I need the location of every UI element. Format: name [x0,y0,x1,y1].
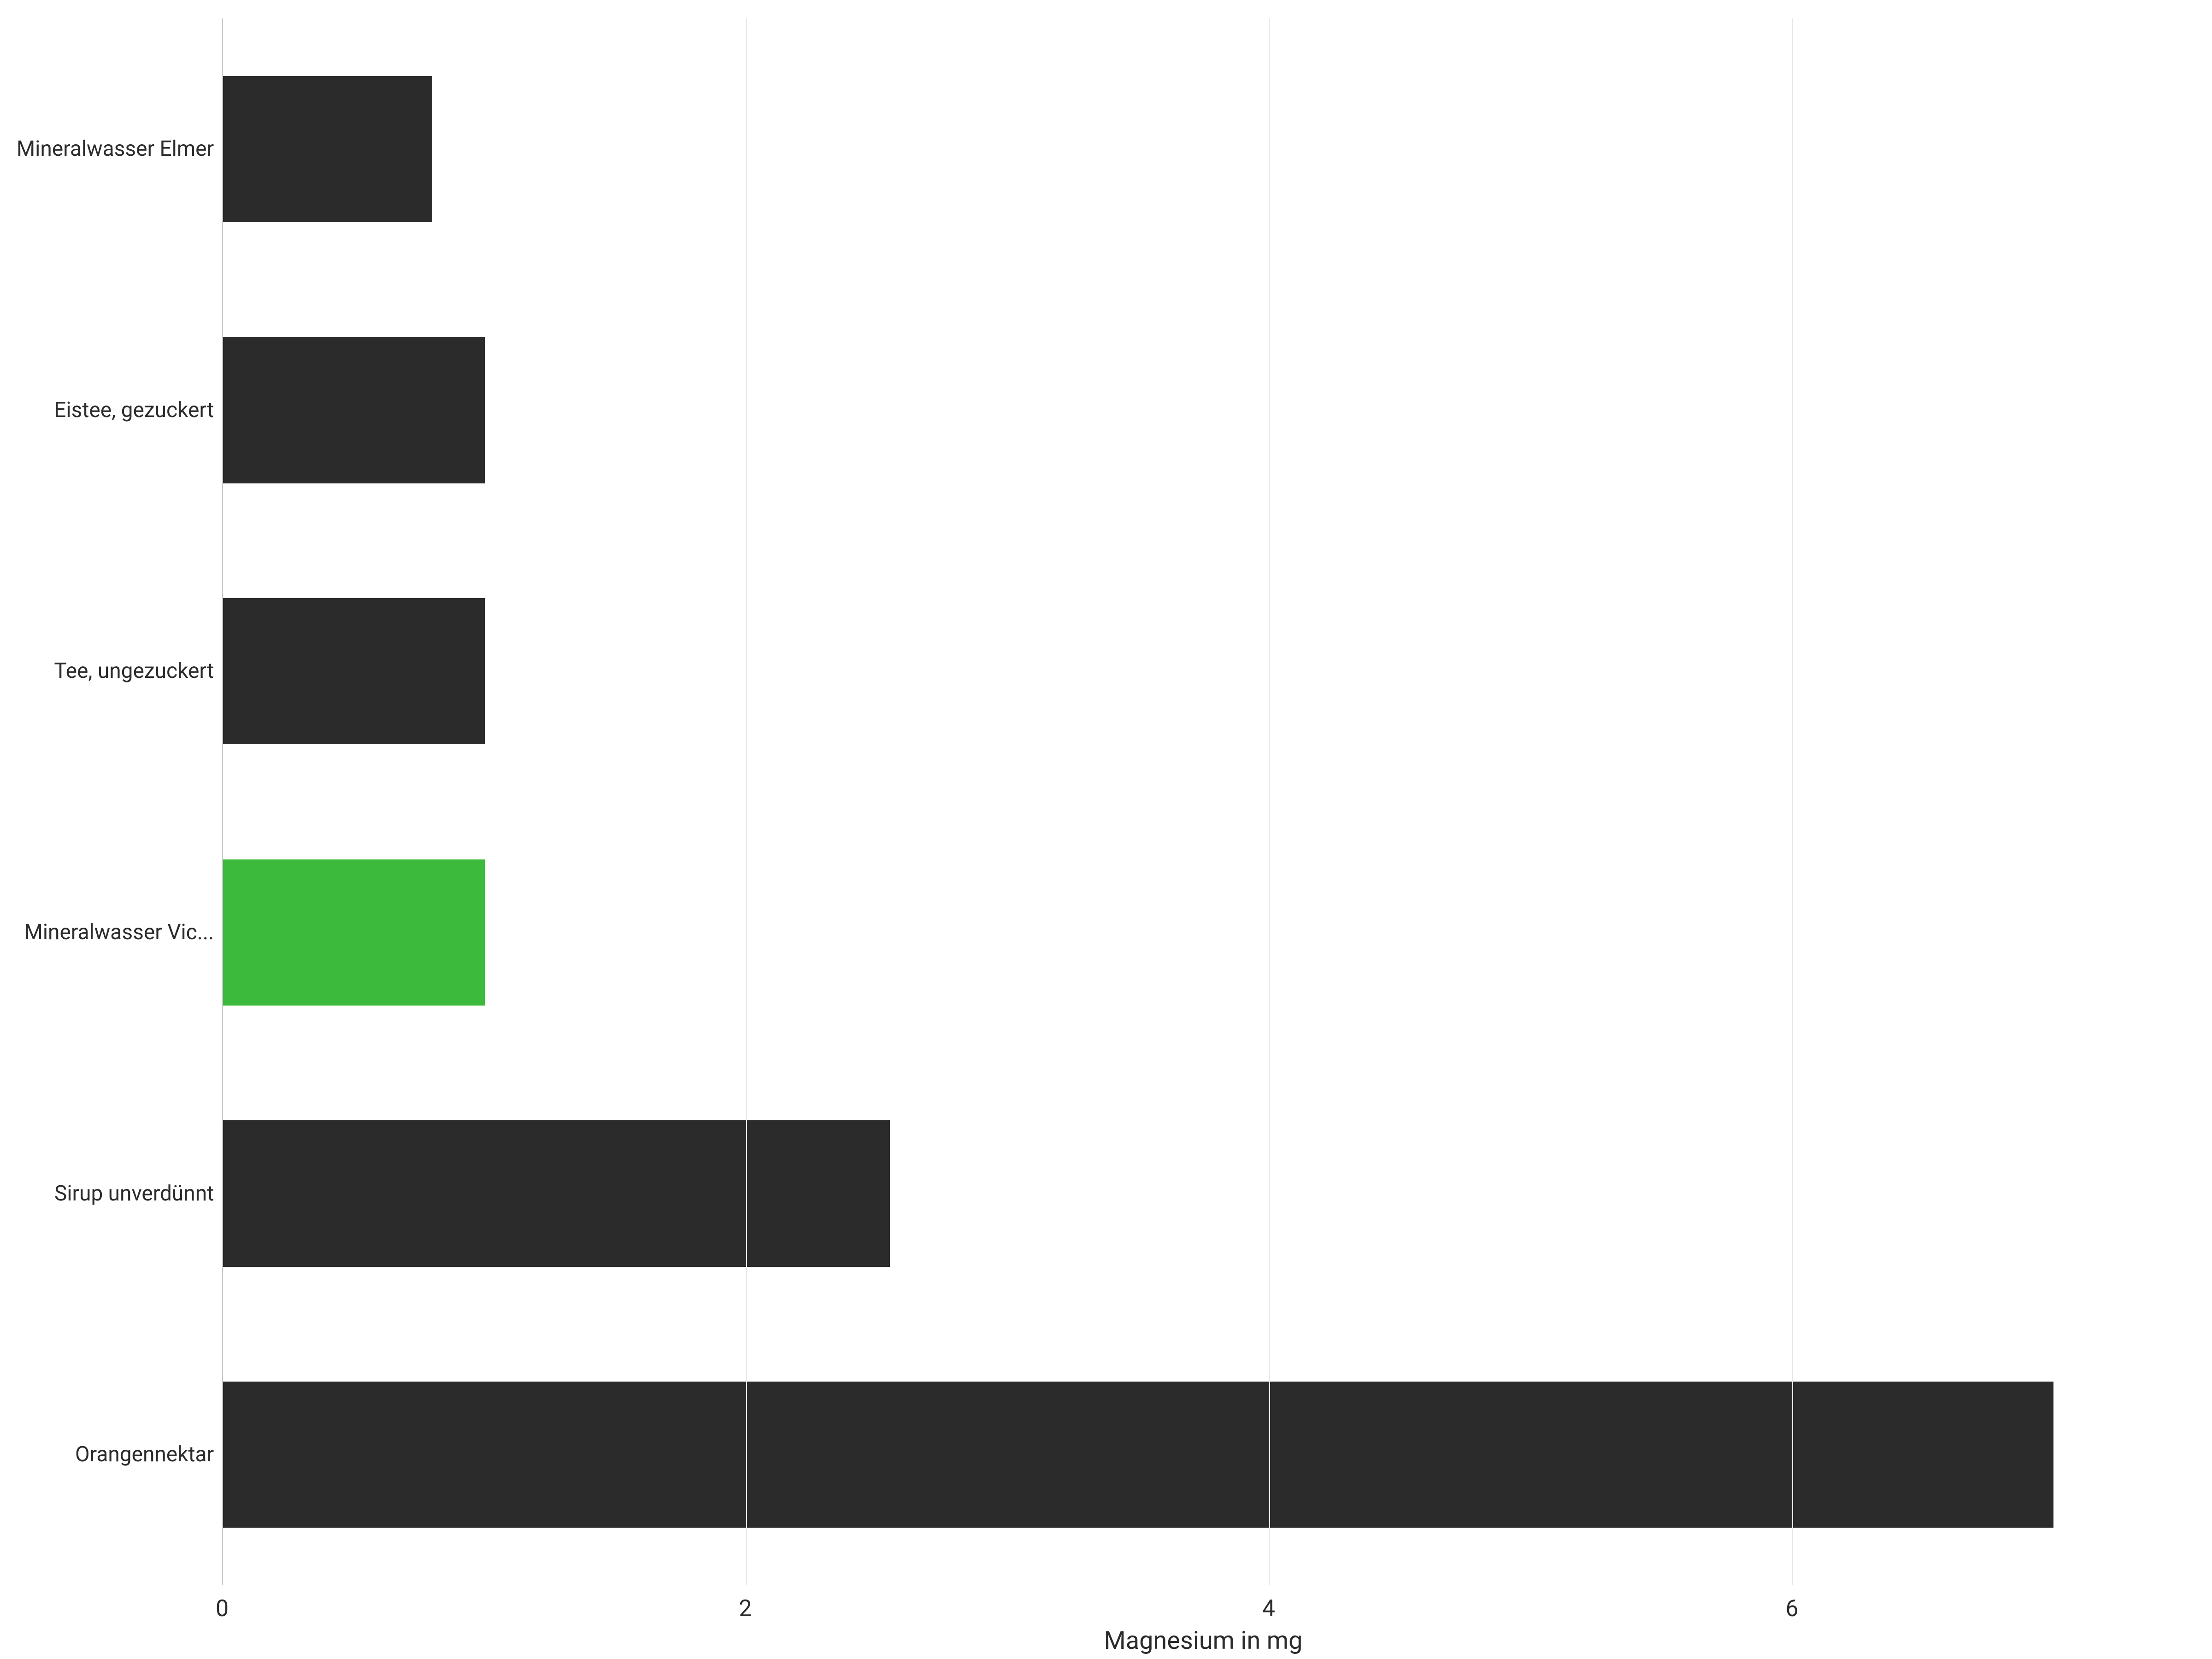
magnesium-bar-chart: Mineralwasser Elmer Eistee, gezuckert Tee,… [0,0,2212,1659]
y-axis-label: Eistee, gezuckert [54,399,214,422]
grid-line [1269,18,1270,1585]
x-axis-tick: 6 [1785,1595,1798,1622]
x-axis: Magnesium in mg 0246 [222,1585,2184,1659]
x-axis-row: Magnesium in mg 0 2 4 6 [0,1585,2212,1659]
grid-line [1792,18,1793,1585]
bar-slot [223,1324,2184,1585]
y-axis-label: Mineralwasser Elmer [17,137,214,161]
plot-area [222,18,2184,1585]
bar [223,337,484,483]
x-axis-tick: 0 [216,1595,229,1622]
y-axis-label: Tee, ungezuckert [54,659,214,683]
bar-slot [223,541,2184,802]
x-axis-spacer [0,1585,222,1659]
grid-line [746,18,747,1585]
bar [223,859,484,1006]
y-axis-label: Mineralwasser Vic... [24,921,214,944]
bar-slot [223,802,2184,1063]
bar [223,1120,890,1266]
x-axis-title: Magnesium in mg [1104,1626,1303,1655]
bars-container [223,18,2184,1585]
plot-row: Mineralwasser Elmer Eistee, gezuckert Tee,… [0,0,2212,1585]
y-axis-label: Orangennektar [75,1443,214,1466]
bar [223,598,484,744]
bar [223,76,432,222]
y-axis-labels: Mineralwasser Elmer Eistee, gezuckert Tee,… [0,0,222,1585]
y-axis-label: Sirup unverdünnt [54,1182,214,1206]
x-axis-tick: 2 [739,1595,752,1622]
x-axis-tick: 4 [1262,1595,1275,1622]
bar-slot [223,280,2184,541]
bar-slot [223,18,2184,280]
bar-slot [223,1063,2184,1324]
bar [223,1382,2053,1528]
